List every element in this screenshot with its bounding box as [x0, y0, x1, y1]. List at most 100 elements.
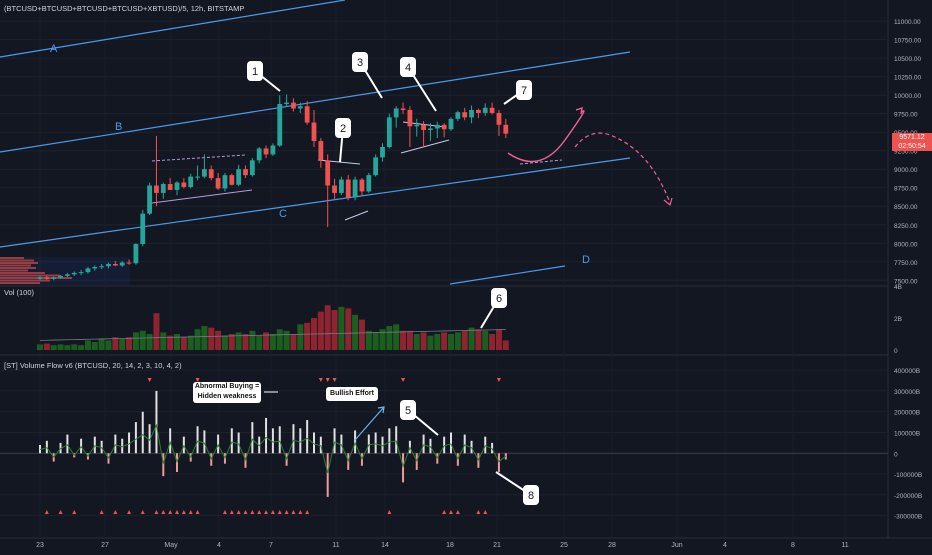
volume-bar [153, 313, 160, 350]
candle-body [373, 157, 379, 176]
candle-body [188, 176, 194, 187]
candle-body [263, 148, 269, 155]
volume-bar [393, 324, 400, 350]
flow-bar [237, 432, 240, 454]
flow-bar [121, 438, 124, 454]
candle-body [37, 277, 43, 279]
candle-body [58, 275, 63, 278]
flow-bar [45, 440, 48, 454]
volume-bar [290, 334, 297, 350]
volume-bar [43, 343, 50, 350]
signal-triangle-up [222, 510, 227, 514]
volume-bar [365, 330, 372, 350]
flow-bar [203, 430, 206, 454]
callout-5 [400, 400, 416, 420]
candle-body [249, 160, 255, 176]
price-tick-label: 10500.00 [894, 56, 921, 63]
flow-bar [148, 424, 151, 454]
signal-triangle-up [387, 510, 392, 514]
price-tick-label: 11000.00 [894, 19, 921, 26]
candle-body [345, 179, 351, 198]
volume-bar [180, 337, 187, 350]
signal-triangle-down [332, 378, 337, 382]
candle-body [407, 109, 413, 127]
candle-body [428, 128, 433, 130]
volume-tick-label: 2B [894, 316, 902, 323]
candle-body [174, 182, 180, 190]
flow-bar [141, 411, 144, 454]
last-price-value: 9571.12 [899, 134, 925, 141]
volume-bar [482, 330, 489, 350]
callout-8-text: 8 [528, 490, 534, 502]
flow-bar [402, 453, 405, 483]
signal-triangle-up [195, 510, 200, 514]
profile-bar [0, 282, 40, 284]
arrow-head [575, 106, 583, 115]
volume-bar [187, 335, 194, 350]
volume-bar [502, 340, 509, 350]
callout-1-text: 1 [252, 66, 258, 78]
flow-bar [313, 432, 315, 454]
volume-bar [420, 332, 427, 350]
candle-body [489, 107, 495, 113]
signal-triangle-down [318, 378, 323, 382]
candle-body [366, 175, 372, 192]
candle-body [291, 102, 296, 109]
profile-bar [0, 267, 36, 269]
volume-bar [489, 334, 496, 350]
flow-tick-label: -100000B [894, 472, 922, 479]
candle-body [160, 184, 166, 193]
volume-bar [78, 345, 85, 350]
signal-triangle-up [44, 510, 49, 514]
callout-2-text: 2 [340, 123, 346, 135]
bullish-arrow [354, 406, 385, 441]
candle-body [85, 268, 91, 273]
volume-bar [64, 345, 71, 350]
volume-ma [39, 329, 506, 341]
flow-signal-line [39, 423, 507, 474]
candle-body [400, 108, 406, 110]
candle-body [380, 147, 385, 158]
channel-line-c [0, 157, 631, 248]
channel-label-d: D [582, 254, 590, 266]
signal-triangle-up [449, 510, 453, 514]
volume-bar [228, 334, 235, 350]
flow-tick-label: -300000B [894, 514, 922, 521]
signal-triangle-up [161, 510, 166, 514]
signal-triangle-up [455, 510, 460, 514]
candle-body [352, 179, 358, 198]
volume-bar [132, 332, 139, 350]
volume-title: Vol (100) [4, 288, 35, 297]
channel-label-b: B [115, 121, 123, 133]
price-tick-label: 8250.00 [894, 223, 918, 230]
signal-triangle-up [181, 510, 186, 514]
candle-body [154, 185, 159, 193]
volume-bar [256, 335, 263, 350]
volume-bar [283, 330, 290, 350]
candle-body [441, 124, 447, 130]
bullish-effort-note: Bullish Effort [326, 387, 378, 401]
profile-bar [0, 257, 24, 259]
signal-triangle-up [175, 510, 179, 514]
volume-bar [221, 335, 228, 350]
volume-bar [174, 334, 180, 350]
candle-body [215, 178, 221, 189]
signal-triangle-up [236, 510, 241, 514]
flow-tick-label: 0 [894, 451, 898, 458]
signal-triangle-up [229, 510, 234, 514]
grid-lines [0, 0, 932, 539]
annotations: 1 2 3 4 7 6 5 8 [247, 52, 673, 505]
signal-triangle-up [188, 510, 193, 514]
volume-bar [324, 305, 331, 350]
flow-bar [265, 417, 268, 454]
candle-body [434, 124, 440, 129]
time-tick-label: 18 [446, 542, 454, 549]
profile-bar [0, 272, 45, 274]
flow-tick-label: 100000B [894, 430, 920, 437]
volume-bar [352, 314, 359, 350]
bullish-projection [507, 110, 585, 163]
flow-bar [155, 390, 158, 454]
volume-bar [160, 332, 167, 350]
